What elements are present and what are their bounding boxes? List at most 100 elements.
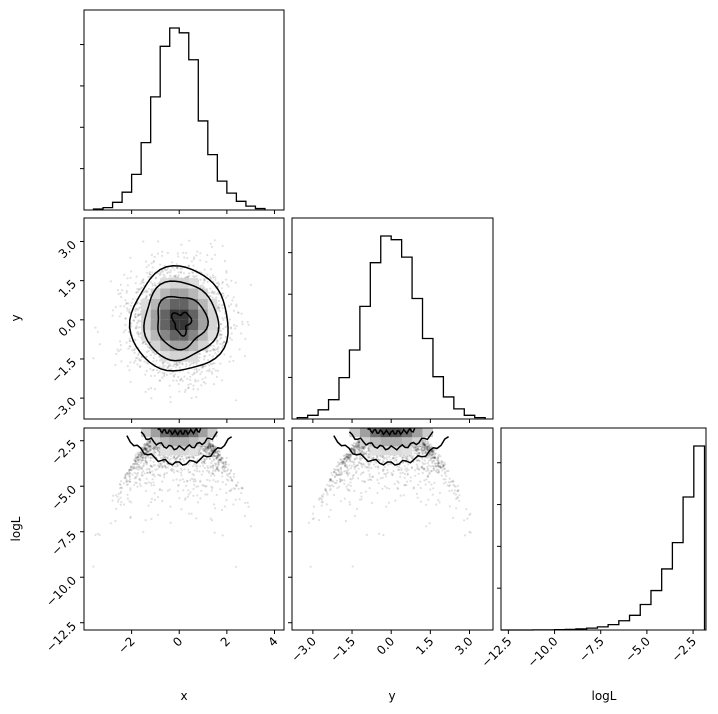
sample-point [225, 283, 229, 286]
sample-point [162, 460, 165, 463]
sample-point [192, 384, 195, 387]
sample-point [201, 365, 204, 368]
sample-point [193, 371, 196, 374]
sample-point [180, 455, 183, 458]
sample-point [199, 286, 202, 289]
sample-point [208, 346, 211, 349]
sample-point [220, 508, 224, 511]
sample-point [203, 286, 206, 289]
sample-point [125, 302, 128, 305]
sample-point [129, 380, 132, 383]
sample-point [129, 480, 132, 483]
sample-point [158, 379, 161, 382]
sample-point [203, 355, 206, 358]
sample-point [134, 459, 137, 462]
sample-point [210, 444, 213, 447]
sample-point [146, 455, 149, 458]
sample-point [142, 281, 145, 284]
sample-point [201, 461, 204, 464]
sample-point [207, 447, 210, 450]
sample-point [136, 315, 139, 318]
sample-point [137, 464, 140, 467]
sample-point [207, 451, 210, 454]
sample-point [146, 443, 149, 446]
sample-point [205, 449, 208, 452]
sample-point [213, 239, 216, 242]
sample-point [206, 451, 209, 455]
sample-point [207, 342, 210, 345]
sample-point [129, 465, 132, 468]
sample-point [208, 447, 211, 450]
sample-point [155, 359, 158, 362]
sample-point [163, 264, 166, 267]
sample-point [159, 272, 162, 275]
density-cell [150, 340, 161, 352]
sample-point [170, 368, 173, 371]
sample-point [169, 401, 172, 404]
sample-point [224, 460, 227, 463]
sample-point [210, 472, 213, 475]
sample-point [229, 355, 232, 358]
sample-point [214, 507, 217, 510]
sample-point [209, 465, 212, 468]
sample-point [230, 338, 233, 341]
sample-point [182, 460, 186, 463]
density-cell [179, 288, 189, 299]
sample-point [119, 344, 122, 347]
sample-point [207, 445, 210, 448]
sample-point [137, 352, 140, 355]
sample-point [137, 313, 140, 316]
sample-point [147, 450, 150, 453]
sample-point [207, 370, 211, 373]
sample-point [213, 362, 216, 365]
sample-point [194, 380, 197, 383]
sample-point [199, 373, 202, 376]
sample-point [135, 356, 138, 359]
sample-point [119, 490, 122, 493]
sample-point [129, 339, 132, 342]
sample-point [146, 471, 149, 474]
sample-point [137, 335, 140, 338]
sample-point [202, 380, 205, 384]
sample-point [210, 349, 213, 352]
sample-point [241, 487, 244, 490]
sample-point [212, 362, 215, 365]
sample-point [192, 480, 195, 483]
sample-point [207, 447, 210, 450]
sample-point [144, 446, 147, 449]
sample-point [186, 256, 189, 260]
sample-point [207, 442, 210, 445]
sample-point [129, 478, 132, 481]
sample-point [178, 362, 181, 365]
sample-point [224, 278, 228, 281]
sample-point [145, 448, 148, 451]
contour-line [170, 311, 193, 337]
sample-point [131, 298, 134, 301]
sample-point [145, 444, 148, 447]
sample-point [136, 458, 140, 461]
sample-point [173, 455, 176, 459]
sample-point [209, 276, 212, 279]
sample-point [175, 263, 178, 266]
sample-point [214, 352, 217, 355]
sample-point [144, 342, 147, 345]
sample-point [208, 354, 211, 357]
sample-point [215, 467, 218, 470]
sample-point [204, 382, 207, 385]
sample-point [144, 461, 147, 464]
sample-point [147, 287, 150, 290]
sample-point [210, 363, 213, 366]
sample-point [215, 493, 218, 497]
sample-point [204, 376, 207, 379]
sample-point [144, 459, 147, 462]
sample-point [180, 377, 183, 380]
sample-point [98, 343, 101, 346]
sample-point [202, 484, 205, 487]
sample-point [146, 440, 149, 443]
sample-point [134, 316, 137, 319]
density-cell [188, 278, 199, 289]
sample-point [163, 456, 166, 459]
sample-point [218, 469, 221, 473]
sample-point [137, 290, 140, 293]
sample-point [212, 464, 215, 467]
